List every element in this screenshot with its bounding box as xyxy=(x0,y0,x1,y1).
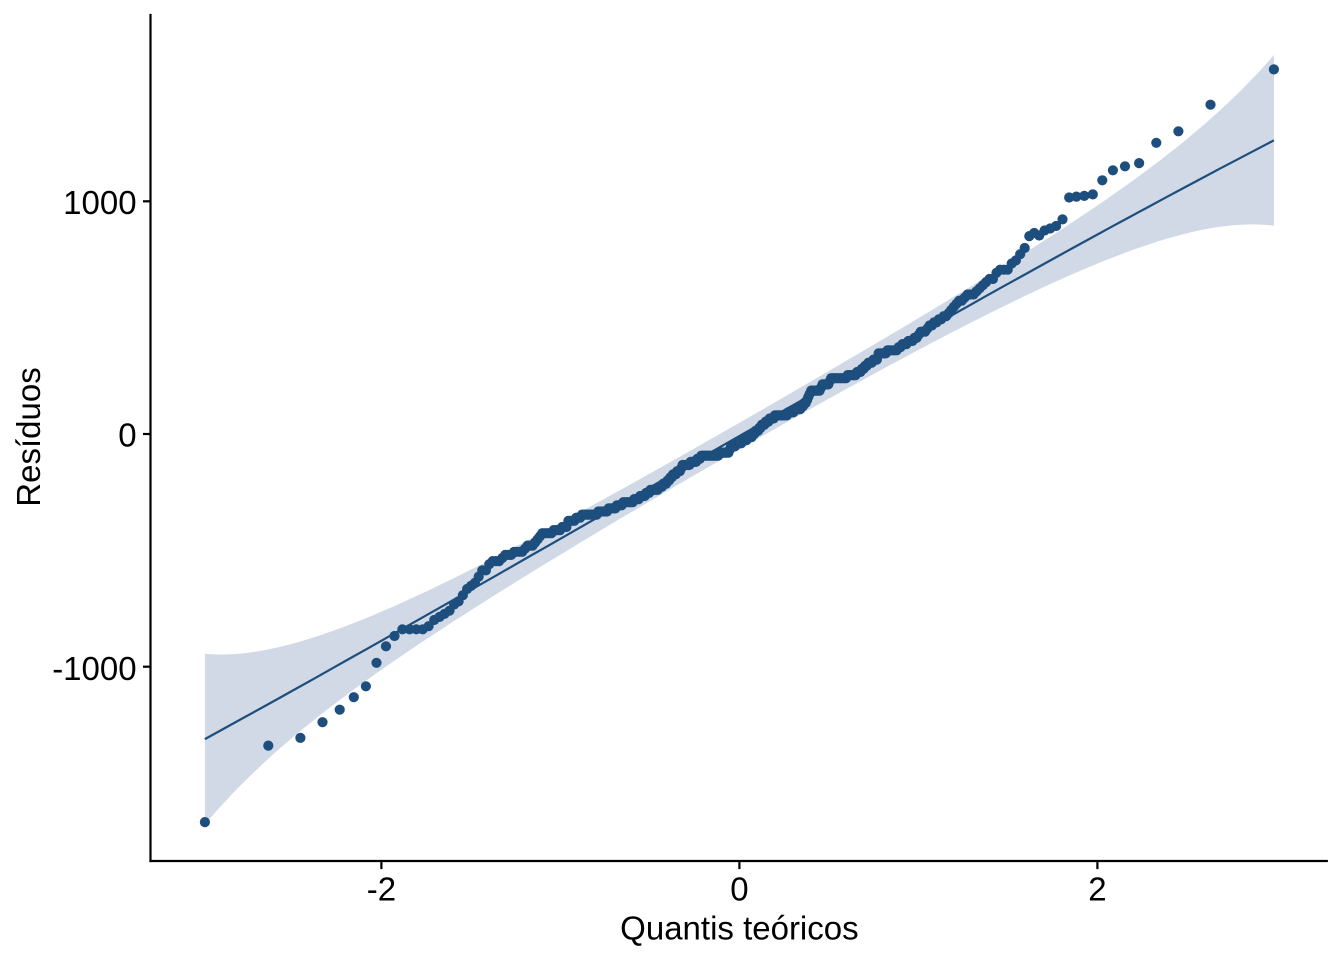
svg-text:-1000: -1000 xyxy=(52,650,136,687)
svg-text:2: 2 xyxy=(1088,871,1106,908)
svg-text:Quantis teóricos: Quantis teóricos xyxy=(620,909,858,946)
svg-text:-2: -2 xyxy=(367,871,396,908)
svg-text:1000: 1000 xyxy=(63,184,136,221)
svg-text:Resíduos: Resíduos xyxy=(10,367,47,506)
svg-text:0: 0 xyxy=(730,871,748,908)
svg-text:0: 0 xyxy=(118,417,136,454)
